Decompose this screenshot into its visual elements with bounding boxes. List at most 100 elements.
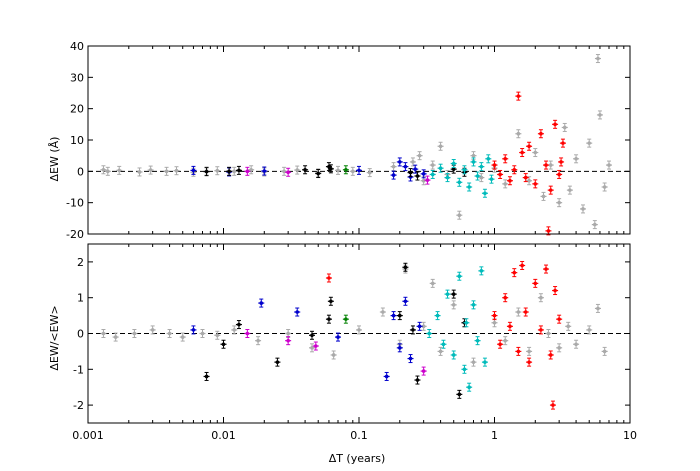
data-point — [420, 169, 427, 179]
data-point — [434, 311, 441, 321]
data-point — [104, 166, 111, 176]
data-point — [456, 271, 463, 281]
data-point — [173, 166, 180, 176]
data-point — [214, 166, 221, 176]
data-point — [444, 289, 451, 299]
data-point — [556, 169, 563, 179]
data-point — [519, 148, 526, 158]
data-point — [478, 173, 485, 183]
data-point — [390, 311, 397, 321]
data-point — [506, 176, 513, 186]
top-data-points — [100, 54, 613, 236]
data-point — [147, 165, 154, 175]
data-point — [470, 357, 477, 367]
data-point — [407, 354, 414, 364]
data-point — [437, 141, 444, 151]
bottom-axes-frame — [87, 243, 631, 424]
data-point — [586, 325, 593, 335]
data-point — [312, 341, 319, 351]
data-point — [532, 148, 539, 158]
data-point — [429, 169, 436, 179]
data-point — [556, 198, 563, 208]
data-point — [190, 165, 197, 175]
data-point — [325, 273, 332, 283]
data-point — [414, 375, 421, 385]
data-point — [342, 165, 349, 175]
data-point — [112, 332, 119, 342]
top-axes-frame — [87, 45, 631, 235]
y-tick-label: -2 — [73, 399, 84, 412]
data-point — [552, 286, 559, 296]
data-point — [294, 165, 301, 175]
data-point — [573, 339, 580, 349]
data-point — [450, 159, 457, 168]
data-point — [606, 160, 613, 170]
data-point — [315, 169, 322, 179]
data-point — [526, 346, 533, 356]
data-point — [488, 174, 495, 184]
data-point — [261, 166, 268, 176]
data-point — [244, 329, 251, 338]
data-point — [356, 165, 362, 175]
data-point — [474, 336, 481, 346]
data-point — [414, 171, 421, 181]
data-point — [149, 325, 156, 335]
data-point — [379, 307, 386, 317]
bottom-data-points — [100, 260, 608, 410]
data-point — [199, 329, 206, 338]
data-point — [285, 167, 292, 177]
data-point — [203, 371, 210, 381]
data-point — [258, 298, 265, 308]
data-point — [281, 166, 288, 176]
data-point — [559, 138, 566, 148]
data-point — [396, 311, 403, 321]
data-point — [396, 157, 403, 167]
data-point — [420, 366, 427, 376]
data-point — [497, 339, 504, 349]
data-point — [561, 122, 568, 132]
bottom-panel: -2 -1 0 1 2 0.001 0.01 0.1 1 10 ΔEW/<EW> ΔT (yea… — [48, 243, 637, 465]
data-point — [526, 176, 533, 186]
data-point — [274, 357, 281, 367]
data-point — [594, 54, 601, 64]
y-tick-label: 0 — [77, 328, 84, 341]
data-point — [522, 307, 529, 317]
data-point — [478, 162, 485, 172]
data-point — [461, 165, 468, 175]
data-point — [515, 129, 522, 139]
data-point — [437, 163, 444, 173]
data-point — [179, 332, 186, 342]
data-point — [511, 165, 518, 175]
data-point — [203, 167, 210, 177]
data-point — [444, 173, 451, 183]
data-point — [214, 330, 221, 340]
data-point — [100, 165, 107, 175]
y-tick-label: -1 — [73, 363, 84, 376]
data-point — [100, 329, 107, 338]
data-point — [497, 169, 504, 179]
y-tick-label: 30 — [70, 71, 84, 84]
data-point — [526, 357, 533, 367]
x-tick-label: 10 — [623, 429, 637, 442]
data-point — [540, 191, 547, 201]
data-point — [407, 168, 414, 178]
x-tick-label: 0.1 — [350, 429, 368, 442]
data-point — [485, 154, 492, 164]
data-point — [573, 154, 580, 164]
data-point — [136, 167, 143, 177]
data-point — [481, 188, 488, 198]
top-panel: -20 -10 0 10 20 30 40 ΔEW (Å) — [48, 40, 631, 241]
data-point — [547, 185, 554, 195]
data-point — [466, 182, 473, 192]
data-point — [450, 289, 457, 299]
data-point — [502, 336, 509, 346]
data-point — [522, 173, 529, 183]
data-point — [248, 165, 255, 175]
data-point — [450, 350, 457, 360]
data-point — [396, 343, 403, 353]
data-point — [463, 318, 470, 328]
data-point — [231, 166, 238, 176]
data-point — [502, 154, 509, 164]
data-point — [515, 307, 522, 317]
y-tick-label: -20 — [66, 228, 84, 241]
